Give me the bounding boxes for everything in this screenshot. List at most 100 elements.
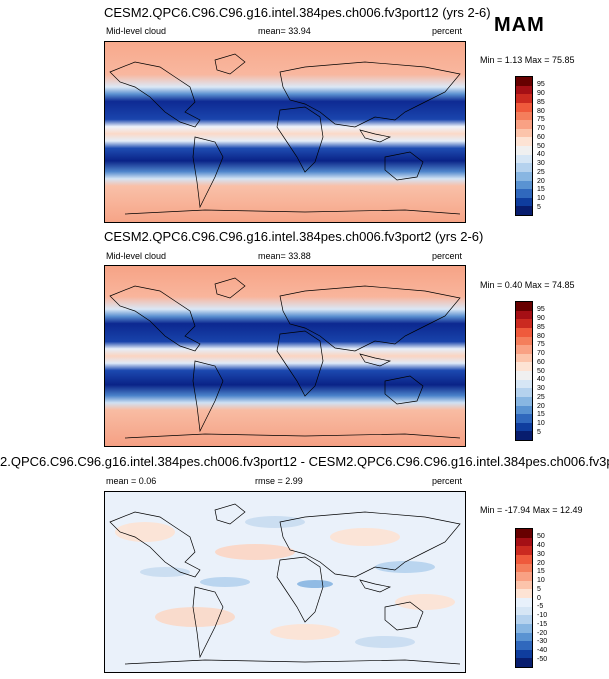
panel-2-variable-label: Mid-level cloud — [106, 251, 167, 261]
panel-1-variable-label: Mid-level cloud — [106, 26, 167, 36]
colorbar-tick-label: 70 — [537, 125, 545, 132]
colorbar-swatch — [516, 77, 532, 86]
colorbar-tick-label: 10 — [537, 420, 545, 427]
panel-3-map — [104, 491, 466, 673]
colorbar-swatch — [516, 580, 532, 590]
colorbar-swatch — [516, 85, 532, 95]
colorbar-swatch — [516, 362, 532, 371]
colorbar-swatch — [516, 146, 532, 155]
panel-1-map — [104, 41, 466, 223]
colorbar-tick-label: 5 — [537, 203, 541, 211]
colorbar-swatch — [516, 431, 532, 440]
panel-1-mean-label: mean= 33.94 — [258, 26, 311, 36]
colorbar-swatch — [516, 197, 532, 207]
panel-1-colorbar — [515, 76, 533, 216]
panel-1-units-label: percent — [432, 26, 463, 36]
colorbar-tick-label: 25 — [537, 393, 545, 401]
colorbar-swatch — [516, 353, 532, 363]
colorbar-tick-label: 30 — [537, 385, 545, 392]
colorbar-swatch — [516, 554, 532, 564]
colorbar-swatch — [516, 632, 532, 642]
colorbar-swatch — [516, 336, 532, 346]
colorbar-tick-label: 50 — [537, 142, 545, 150]
panel-1-title: CESM2.QPC6.C96.C96.g16.intel.384pes.ch00… — [104, 5, 491, 20]
colorbar-tick-label: 70 — [537, 350, 545, 357]
panel-3-minmax-label: Min = -17.94 Max = 12.49 — [480, 505, 583, 515]
colorbar-tick-label: 0 — [537, 594, 541, 602]
colorbar-swatch — [516, 128, 532, 138]
colorbar-swatch — [516, 623, 532, 633]
panel-2-map — [104, 265, 466, 447]
panel-3-title: 2.QPC6.C96.C96.g16.intel.384pes.ch006.fv… — [0, 454, 609, 469]
colorbar-tick-label: -30 — [537, 638, 548, 646]
colorbar-swatch — [516, 163, 532, 172]
colorbar-swatch — [516, 546, 532, 555]
colorbar-tick-label: 15 — [537, 568, 545, 576]
colorbar-swatch — [516, 606, 532, 616]
colorbar-swatch — [516, 537, 532, 547]
colorbar-swatch — [516, 120, 532, 129]
colorbar-swatch — [516, 371, 532, 380]
colorbar-tick-label: 50 — [537, 533, 545, 541]
colorbar-swatch — [516, 302, 532, 311]
colorbar-tick-label: -50 — [537, 655, 548, 663]
colorbar-swatch — [516, 641, 532, 650]
colorbar-swatch — [516, 180, 532, 190]
colorbar-tick-label: 10 — [537, 195, 545, 202]
colorbar-tick-label: 80 — [537, 107, 545, 115]
panel-1-minmax-label: Min = 1.13 Max = 75.85 — [480, 55, 575, 65]
colorbar-tick-label: 40 — [537, 542, 545, 549]
colorbar-tick-label: 60 — [537, 358, 545, 366]
colorbar-tick-label: 15 — [537, 411, 545, 419]
panel-2-title: CESM2.QPC6.C96.C96.g16.intel.384pes.ch00… — [104, 229, 484, 244]
colorbar-tick-label: 20 — [537, 177, 545, 185]
colorbar-tick-label: -20 — [537, 629, 548, 637]
panel-2-mean-label: mean= 33.88 — [258, 251, 311, 261]
colorbar-tick-label: -10 — [537, 612, 548, 619]
colorbar-swatch — [516, 658, 532, 667]
colorbar-tick-label: 75 — [537, 341, 545, 349]
colorbar-tick-label: 5 — [537, 428, 541, 436]
colorbar-swatch — [516, 563, 532, 573]
colorbar-swatch — [516, 379, 532, 389]
colorbar-tick-label: 40 — [537, 151, 545, 159]
panel-2-units-label: percent — [432, 251, 463, 261]
colorbar-swatch — [516, 206, 532, 215]
colorbar-swatch — [516, 615, 532, 624]
colorbar-swatch — [516, 154, 532, 164]
colorbar-swatch — [516, 388, 532, 397]
colorbar-swatch — [516, 171, 532, 181]
colorbar-swatch — [516, 422, 532, 432]
panel-2-colorbar — [515, 301, 533, 441]
colorbar-swatch — [516, 598, 532, 607]
colorbar-tick-label: 25 — [537, 168, 545, 176]
colorbar-swatch — [516, 327, 532, 337]
colorbar-tick-label: 30 — [537, 550, 545, 558]
colorbar-tick-label: 15 — [537, 186, 545, 194]
colorbar-tick-label: -15 — [537, 620, 548, 628]
colorbar-swatch — [516, 589, 532, 598]
colorbar-tick-label: 85 — [537, 323, 545, 331]
colorbar-tick-label: 10 — [537, 577, 545, 584]
panel-3-colorbar — [515, 528, 533, 668]
colorbar-tick-label: 75 — [537, 116, 545, 124]
colorbar-tick-label: 95 — [537, 81, 545, 89]
season-label: MAM — [494, 14, 545, 36]
colorbar-tick-label: 5 — [537, 585, 541, 593]
colorbar-swatch — [516, 405, 532, 415]
colorbar-tick-label: 20 — [537, 559, 545, 567]
colorbar-tick-label: 60 — [537, 133, 545, 141]
panel-3-rmse-label: rmse = 2.99 — [255, 476, 303, 486]
colorbar-swatch — [516, 94, 532, 103]
colorbar-swatch — [516, 345, 532, 354]
colorbar-tick-label: -40 — [537, 647, 548, 654]
colorbar-swatch — [516, 189, 532, 198]
colorbar-tick-label: -5 — [537, 603, 544, 611]
colorbar-swatch — [516, 396, 532, 406]
colorbar-tick-label: 95 — [537, 306, 545, 314]
colorbar-swatch — [516, 137, 532, 146]
colorbar-swatch — [516, 319, 532, 328]
colorbar-tick-label: 90 — [537, 90, 545, 97]
colorbar-swatch — [516, 310, 532, 320]
colorbar-swatch — [516, 529, 532, 538]
